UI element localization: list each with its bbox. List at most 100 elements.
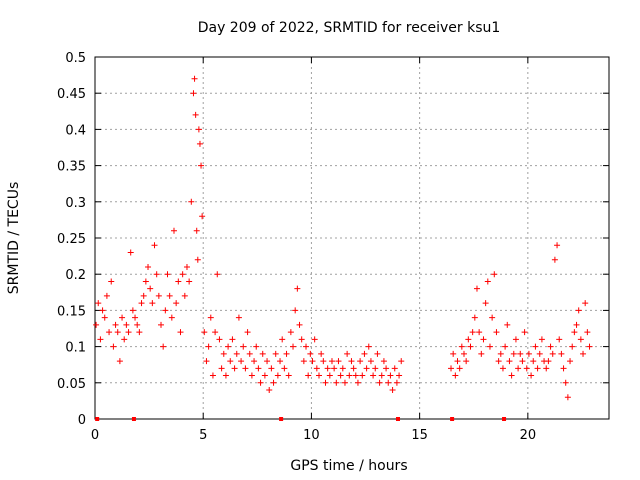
data-point [270,379,277,386]
data-point [106,329,113,336]
data-point [567,358,574,365]
data-point [114,329,121,336]
y-tick-label: 0.15 [57,304,86,319]
data-point [191,75,198,82]
data-point [378,372,385,379]
data-point [218,365,225,372]
data-point [238,358,245,365]
data-point [491,271,498,278]
data-point [140,292,147,299]
data-point [168,314,175,321]
data-point [473,285,480,292]
data-point [506,358,513,365]
data-point [385,379,392,386]
data-point [536,350,543,357]
data-point [448,365,455,372]
data-point [337,372,344,379]
data-point [558,350,565,357]
data-point [251,358,258,365]
data-point [272,350,279,357]
data-point [307,350,314,357]
data-point [344,350,351,357]
data-point [292,307,299,314]
data-point [207,314,214,321]
data-point [287,329,294,336]
data-point [523,365,530,372]
data-point [116,358,123,365]
axis-ticks: 0 0.05 0.1 0.15 0.2 0.25 0.3 0.35 0.4 0.45 0.5 0 5 10… [57,51,609,443]
data-point [129,307,136,314]
y-axis-label: SRMTID / TECUs [6,182,22,295]
data-point [147,285,154,292]
data-point [530,358,537,365]
data-point [374,350,381,357]
data-point [149,300,156,307]
x-tick-label: 5 [199,428,207,443]
data-point [199,213,206,220]
data-point [242,365,249,372]
data-point [294,285,301,292]
data-point [525,350,532,357]
data-point [495,358,502,365]
data-point [560,365,567,372]
y-tick-label: 0 [78,413,86,428]
data-point [367,358,374,365]
data-point [281,365,288,372]
data-point [320,358,327,365]
data-point [586,343,593,350]
data-point [227,358,234,365]
data-point [164,271,171,278]
data-point [108,278,115,285]
data-point [134,321,141,328]
data-point [370,372,377,379]
data-point [502,343,509,350]
data-point [339,365,346,372]
data-point [110,343,117,350]
data-point [298,336,305,343]
data-point [582,300,589,307]
data-point [318,350,325,357]
data-point [463,358,470,365]
data-point [121,336,128,343]
data-point [303,343,310,350]
data-point [305,372,312,379]
data-point [398,358,405,365]
data-point [333,379,340,386]
data-point [264,358,271,365]
data-point [233,350,240,357]
data-point [335,358,342,365]
data-point [359,372,366,379]
data-point [188,198,195,205]
data-point [549,350,556,357]
data-point [508,372,515,379]
data-point [480,336,487,343]
data-point [181,292,188,299]
data-point [235,314,242,321]
data-point [352,372,359,379]
data-point [192,111,199,118]
data-point [547,343,554,350]
data-point [253,343,260,350]
data-point [545,358,552,365]
data-point [528,372,535,379]
data-point [300,358,307,365]
data-point [203,358,210,365]
data-point [471,314,478,321]
data-point [311,336,318,343]
data-point [341,379,348,386]
data-point [222,372,229,379]
data-points [93,75,593,401]
data-point [365,343,372,350]
data-point [279,336,286,343]
data-point [354,379,361,386]
y-tick-label: 0.2 [65,268,86,283]
data-point [209,372,216,379]
data-point [499,365,506,372]
data-point [193,227,200,234]
data-point [486,343,493,350]
data-point [519,358,526,365]
data-point [573,321,580,328]
data-point [348,358,355,365]
y-tick-label: 0.35 [57,160,86,175]
